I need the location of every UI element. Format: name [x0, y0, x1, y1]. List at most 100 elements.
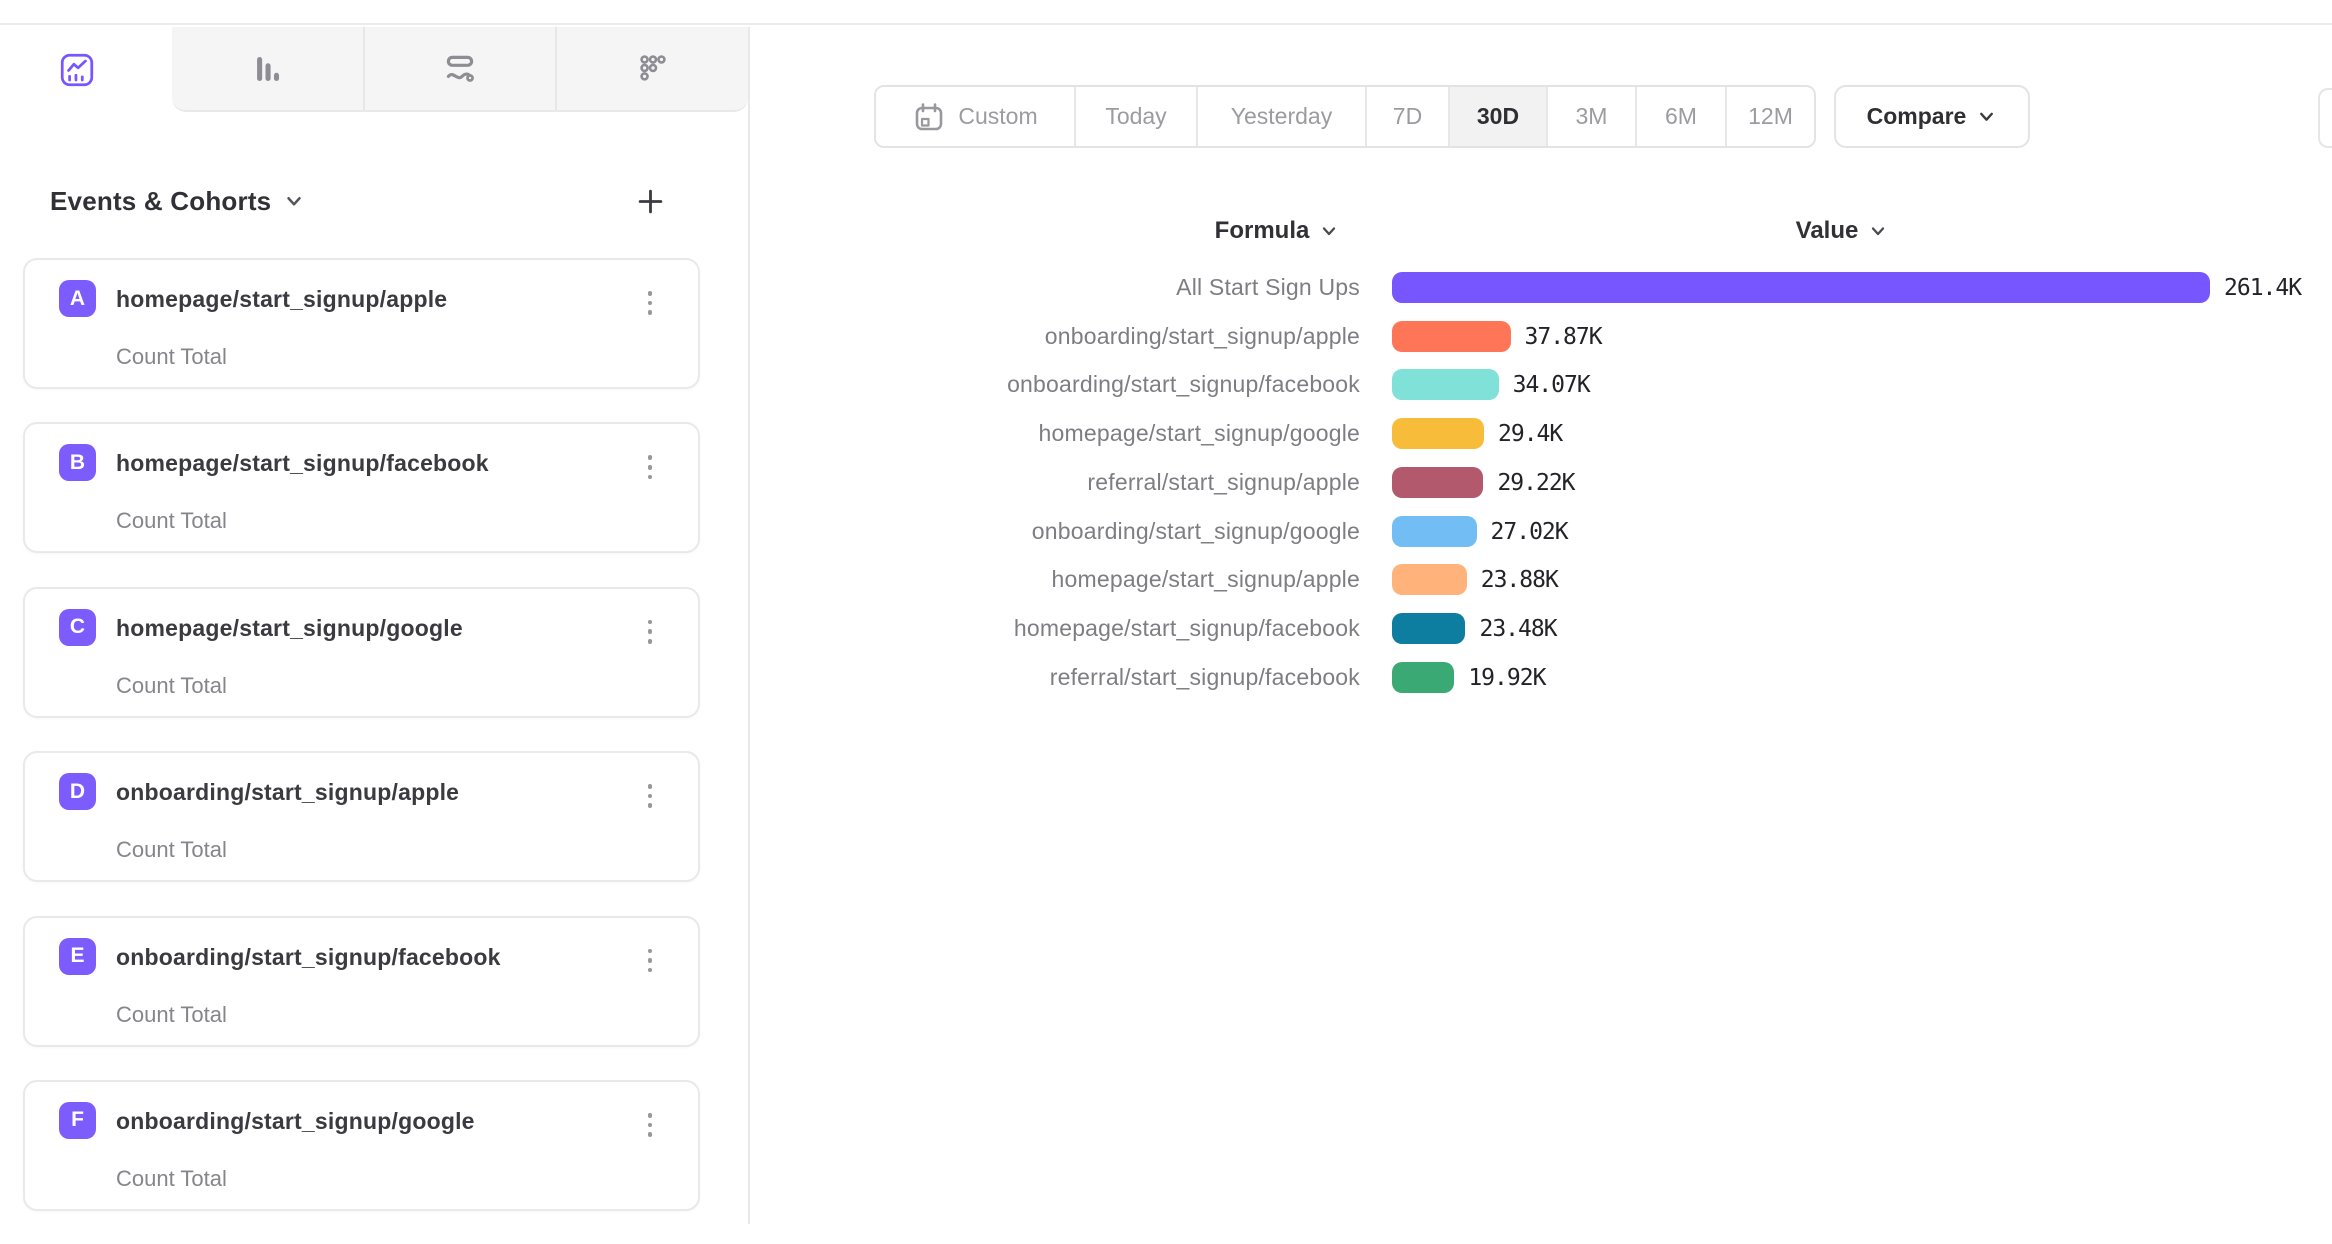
date-range-segment-yesterday[interactable]: Yesterday [1196, 87, 1365, 146]
events-cohorts-title: Events & Cohorts [50, 185, 272, 216]
value-header-label: Value [1795, 217, 1859, 244]
event-metric: Count Total [116, 344, 227, 369]
event-metric: Count Total [116, 672, 227, 698]
bar-label: referral/start_signup/apple [1087, 468, 1360, 495]
event-card[interactable]: E onboarding/start_signup/facebook Count… [23, 915, 700, 1047]
chart-row: All Start Sign Ups 261.4K [0, 272, 2332, 303]
chart-row: onboarding/start_signup/google 27.02K [0, 515, 2332, 547]
event-name: onboarding/start_signup/facebook [116, 943, 501, 970]
chart-row: homepage/start_signup/apple 23.88K [0, 564, 2332, 596]
event-name: onboarding/start_signup/apple [116, 779, 460, 806]
kebab-menu-icon[interactable] [640, 291, 660, 331]
event-letter-badge: A [59, 280, 96, 317]
bar-label: onboarding/start_signup/facebook [1007, 371, 1360, 398]
date-range-segment-30d[interactable]: 30D [1448, 87, 1546, 146]
flows-icon [446, 55, 474, 82]
compare-label: Compare [1866, 103, 1967, 129]
date-range-label: 30D [1476, 103, 1520, 129]
bar-value: 34.07K [1512, 372, 1591, 399]
chart-row: onboarding/start_signup/facebook 34.07K [0, 369, 2332, 401]
chevron-down-icon [1872, 227, 1885, 236]
bar-label: onboarding/start_signup/google [1031, 517, 1360, 544]
event-name: homepage/start_signup/google [116, 614, 463, 641]
bar-value: 261.4K [2224, 275, 2302, 301]
event-card[interactable]: A homepage/start_signup/apple Count Tota… [23, 258, 700, 389]
date-range-label: 3M [1575, 103, 1608, 129]
bar-value: 23.88K [1480, 567, 1559, 594]
kebab-menu-icon[interactable] [640, 784, 660, 824]
date-range-segment-custom[interactable]: Custom [876, 87, 1074, 146]
date-range-label: 7D [1392, 103, 1423, 129]
chart-row: referral/start_signup/facebook 19.92K [0, 661, 2332, 693]
date-range-segment-12m[interactable]: 12M [1725, 87, 1814, 146]
event-letter-badge: D [59, 773, 96, 811]
event-card[interactable]: D onboarding/start_signup/apple Count To… [23, 751, 700, 883]
bar-value: 29.4K [1498, 421, 1563, 448]
bar-value: 23.48K [1479, 615, 1557, 642]
date-range-label: Today [1105, 103, 1167, 129]
date-range-label: 12M [1748, 103, 1793, 129]
chart-row: onboarding/start_signup/apple 37.87K [0, 320, 2332, 352]
bar-value: 37.87K [1524, 323, 1603, 350]
event-letter-badge: F [59, 1101, 96, 1139]
bar-label: onboarding/start_signup/apple [1044, 322, 1360, 349]
bar-label: referral/start_signup/facebook [1049, 663, 1360, 690]
bar[interactable] [1392, 515, 1477, 547]
kebab-menu-icon[interactable] [640, 948, 660, 989]
bar-chart: All Start Sign Ups 261.4K onboarding/sta… [0, 272, 2332, 702]
chevron-down-icon [1980, 112, 1994, 121]
bar[interactable] [1392, 320, 1511, 352]
value-sort-header[interactable]: Value [1722, 216, 1962, 246]
formula-sort-header[interactable]: Formula [1157, 216, 1397, 246]
bar-value: 29.22K [1497, 469, 1575, 496]
tab-group [172, 27, 748, 112]
chart-row: homepage/start_signup/facebook 23.48K [0, 612, 2332, 644]
event-card[interactable]: C homepage/start_signup/google Count Tot… [23, 586, 700, 718]
events-cohorts-header: Events & Cohorts [50, 184, 664, 218]
date-range-control: Custom Today Yesterday 7D 30D 3M 6M 12M [874, 85, 1816, 148]
bar[interactable] [1392, 418, 1484, 450]
tab-flows[interactable] [362, 27, 556, 110]
events-cohorts-toggle[interactable]: Events & Cohorts [50, 186, 305, 217]
chart-row: referral/start_signup/apple 29.22K [0, 466, 2332, 498]
date-range-segment-3m[interactable]: 3M [1546, 87, 1635, 146]
event-card-list: A homepage/start_signup/apple Count Tota… [23, 258, 700, 1244]
compare-button[interactable]: Compare [1834, 85, 2030, 148]
date-range-segment-6m[interactable]: 6M [1635, 87, 1725, 146]
bar-value: 19.92K [1468, 664, 1546, 691]
event-card[interactable]: B homepage/start_signup/facebook Count T… [23, 422, 700, 554]
bar[interactable] [1392, 272, 2210, 303]
date-range-segment-7d[interactable]: 7D [1365, 87, 1448, 146]
chevron-down-icon [287, 196, 302, 206]
date-range-label: Custom [958, 103, 1038, 129]
retention-icon [639, 54, 666, 81]
sidebar-divider [748, 27, 750, 1224]
bar-label: All Start Sign Ups [1176, 274, 1360, 300]
event-letter-badge: E [59, 937, 96, 975]
event-card[interactable]: F onboarding/start_signup/google Count T… [23, 1079, 700, 1211]
event-metric: Count Total [116, 1001, 227, 1027]
bar-label: homepage/start_signup/facebook [1013, 614, 1360, 641]
event-name: homepage/start_signup/apple [116, 286, 448, 312]
report-type-tabs [0, 27, 748, 112]
tab-retention[interactable] [555, 27, 748, 110]
clipped-toolbar-button[interactable] [2318, 88, 2332, 148]
tab-insights[interactable] [0, 27, 172, 112]
bar[interactable] [1392, 612, 1466, 644]
kebab-menu-icon[interactable] [640, 619, 660, 660]
bar[interactable] [1392, 466, 1484, 498]
bar-label: homepage/start_signup/google [1038, 420, 1360, 447]
kebab-menu-icon[interactable] [640, 455, 660, 495]
event-metric: Count Total [116, 508, 227, 534]
kebab-menu-icon[interactable] [640, 1112, 660, 1153]
formula-header-label: Formula [1214, 217, 1310, 244]
date-range-segment-today[interactable]: Today [1074, 87, 1196, 146]
bar[interactable] [1392, 564, 1467, 596]
event-letter-badge: B [59, 444, 96, 482]
event-metric: Count Total [116, 837, 227, 863]
add-event-icon[interactable] [637, 188, 664, 215]
bar-value: 27.02K [1490, 518, 1569, 545]
bar[interactable] [1392, 369, 1499, 401]
tab-funnels[interactable] [172, 27, 363, 110]
bar[interactable] [1392, 661, 1455, 693]
